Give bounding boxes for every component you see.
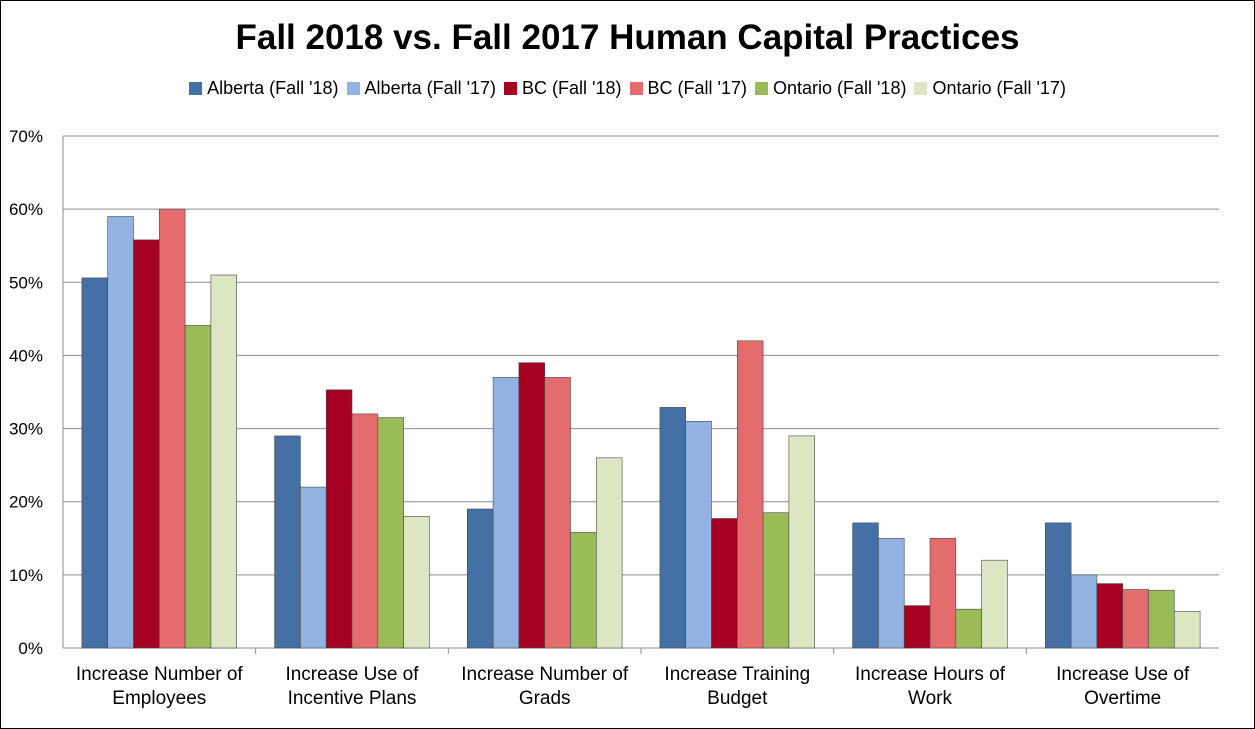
x-tick-label: Budget (707, 688, 768, 709)
bar (570, 532, 597, 649)
y-tick-label: 10% (9, 566, 43, 585)
legend-swatch (504, 81, 518, 95)
bar (107, 216, 134, 649)
y-tick-label: 30% (9, 420, 43, 439)
legend-swatch (346, 81, 360, 95)
bar (595, 457, 623, 649)
bar (81, 277, 109, 649)
x-tick-label: Increase Number of (76, 664, 244, 685)
bar (184, 325, 212, 649)
bar (1096, 583, 1124, 649)
bar (492, 377, 520, 649)
x-tick-label: Increase Number of (461, 664, 629, 685)
bar (878, 537, 905, 649)
bar (351, 413, 379, 649)
bar (685, 420, 712, 649)
legend-swatch (754, 81, 768, 95)
bar (274, 435, 301, 649)
y-tick-label: 50% (9, 273, 43, 292)
legend-item: Alberta (Fall '17) (346, 77, 497, 99)
bar (903, 605, 931, 649)
x-tick-label: Incentive Plans (288, 688, 417, 709)
bar (1122, 589, 1149, 649)
legend-label: BC (Fall '17) (647, 77, 747, 98)
bar (403, 515, 430, 649)
bar (762, 512, 790, 649)
bar (929, 537, 957, 649)
y-tick-label: 0% (18, 639, 43, 658)
bar (518, 362, 546, 649)
bar (736, 340, 764, 649)
legend-label: Ontario (Fall '18) (772, 77, 907, 98)
y-tick-label: 60% (9, 200, 43, 219)
legend-label: Alberta (Fall '17) (364, 77, 497, 98)
x-tick-label: Increase Hours of (855, 664, 1006, 685)
bar (1070, 574, 1098, 649)
bar (852, 522, 879, 649)
y-tick-label: 70% (9, 127, 43, 146)
legend-item: Ontario (Fall '18) (754, 77, 907, 99)
x-tick-label: Increase Use of (285, 664, 419, 685)
bar (133, 239, 160, 649)
bar (544, 377, 571, 649)
bar (981, 559, 1008, 649)
legend-swatch (189, 81, 203, 95)
bar (788, 435, 816, 649)
x-tick-label: Increase Training (664, 664, 810, 685)
bar (159, 208, 186, 649)
bar (659, 407, 687, 649)
legend: Alberta (Fall '18) Alberta (Fall '17) BC (… (0, 76, 1255, 100)
legend-item: Alberta (Fall '18) (189, 77, 339, 99)
bar (210, 274, 237, 649)
bar (711, 518, 738, 649)
x-tick-label: Work (908, 688, 952, 709)
legend-item: BC (Fall '18) (504, 77, 622, 99)
x-tick-label: Employees (112, 688, 206, 709)
y-tick-label: 20% (9, 493, 43, 512)
bar (325, 389, 353, 649)
x-tick-label: Increase Use of (1056, 664, 1190, 685)
legend-item: Ontario (Fall '17) (914, 77, 1066, 99)
legend-label: Ontario (Fall '17) (932, 77, 1066, 98)
bar (1174, 611, 1201, 649)
bar (1148, 589, 1175, 649)
legend-swatch (629, 81, 643, 95)
legend-item: BC (Fall '17) (629, 77, 747, 99)
legend-label: Alberta (Fall '18) (207, 77, 339, 98)
x-tick-label: Grads (519, 688, 571, 709)
x-tick-label: Overtime (1084, 688, 1161, 709)
bar (1045, 522, 1072, 649)
chart-title: Fall 2018 vs. Fall 2017 Human Capital Pr… (235, 18, 1020, 57)
legend-swatch (914, 81, 928, 95)
bar (300, 486, 327, 649)
bar (377, 417, 404, 649)
y-tick-label: 40% (9, 346, 43, 365)
bar (466, 508, 494, 649)
legend-label: BC (Fall '18) (522, 77, 622, 98)
bar (955, 608, 982, 649)
